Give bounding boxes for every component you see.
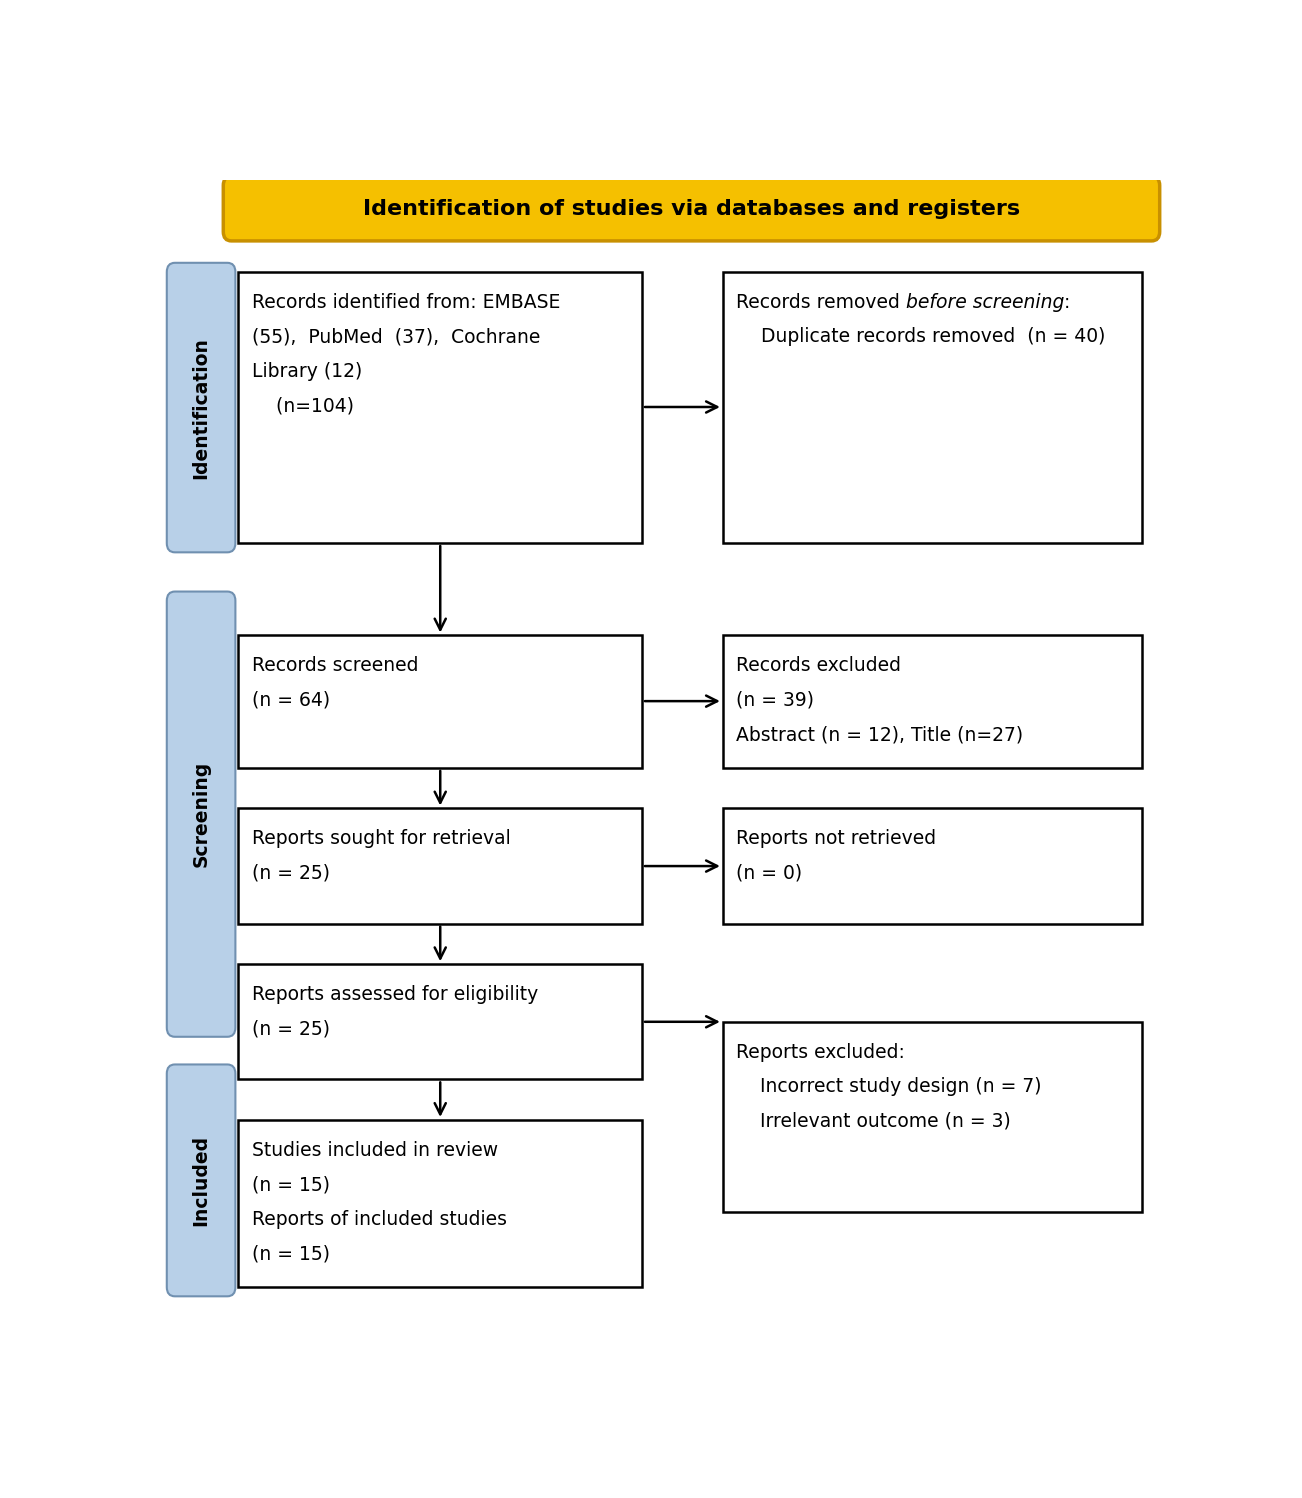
FancyBboxPatch shape <box>723 635 1142 768</box>
FancyBboxPatch shape <box>167 592 236 1037</box>
Text: Records screened: Records screened <box>251 656 418 676</box>
FancyBboxPatch shape <box>167 1065 236 1296</box>
Text: (n = 15): (n = 15) <box>251 1245 329 1263</box>
Text: (n = 39): (n = 39) <box>736 691 814 710</box>
Text: Irrelevant outcome (n = 3): Irrelevant outcome (n = 3) <box>736 1112 1010 1131</box>
Text: Reports assessed for eligibility: Reports assessed for eligibility <box>251 984 538 1004</box>
FancyBboxPatch shape <box>167 262 236 553</box>
Text: Records removed: Records removed <box>736 292 906 312</box>
Text: Identification of studies via databases and registers: Identification of studies via databases … <box>363 199 1019 219</box>
FancyBboxPatch shape <box>723 1022 1142 1212</box>
FancyBboxPatch shape <box>238 1121 642 1287</box>
Text: Included: Included <box>191 1135 211 1225</box>
Text: (n = 15): (n = 15) <box>251 1176 329 1194</box>
Text: (n = 0): (n = 0) <box>736 864 802 882</box>
Text: Identification: Identification <box>191 337 211 478</box>
Text: Abstract (n = 12), Title (n=27): Abstract (n = 12), Title (n=27) <box>736 725 1023 745</box>
FancyBboxPatch shape <box>238 273 642 544</box>
Text: Reports of included studies: Reports of included studies <box>251 1210 506 1228</box>
Text: Screening: Screening <box>191 761 211 867</box>
Text: :: : <box>1064 292 1070 312</box>
Text: (n = 25): (n = 25) <box>251 864 329 882</box>
Text: (n = 64): (n = 64) <box>251 691 329 710</box>
Text: Records identified from: EMBASE: Records identified from: EMBASE <box>251 292 560 312</box>
FancyBboxPatch shape <box>238 809 642 924</box>
Text: (n = 25): (n = 25) <box>251 1020 329 1038</box>
Text: (n=104): (n=104) <box>251 397 354 415</box>
FancyBboxPatch shape <box>238 635 642 768</box>
Text: Incorrect study design (n = 7): Incorrect study design (n = 7) <box>736 1077 1042 1097</box>
Text: Studies included in review: Studies included in review <box>251 1140 497 1159</box>
Text: before screening: before screening <box>906 292 1064 312</box>
FancyBboxPatch shape <box>723 809 1142 924</box>
Text: Library (12): Library (12) <box>251 363 362 380</box>
Text: (55),  PubMed  (37),  Cochrane: (55), PubMed (37), Cochrane <box>251 328 540 346</box>
Text: Records excluded: Records excluded <box>736 656 901 676</box>
FancyBboxPatch shape <box>238 965 642 1080</box>
FancyBboxPatch shape <box>224 177 1160 241</box>
Text: Reports excluded:: Reports excluded: <box>736 1043 905 1062</box>
Text: Reports sought for retrieval: Reports sought for retrieval <box>251 830 510 848</box>
Text: Reports not retrieved: Reports not retrieved <box>736 830 936 848</box>
FancyBboxPatch shape <box>723 273 1142 544</box>
Text: Duplicate records removed  (n = 40): Duplicate records removed (n = 40) <box>762 328 1105 346</box>
